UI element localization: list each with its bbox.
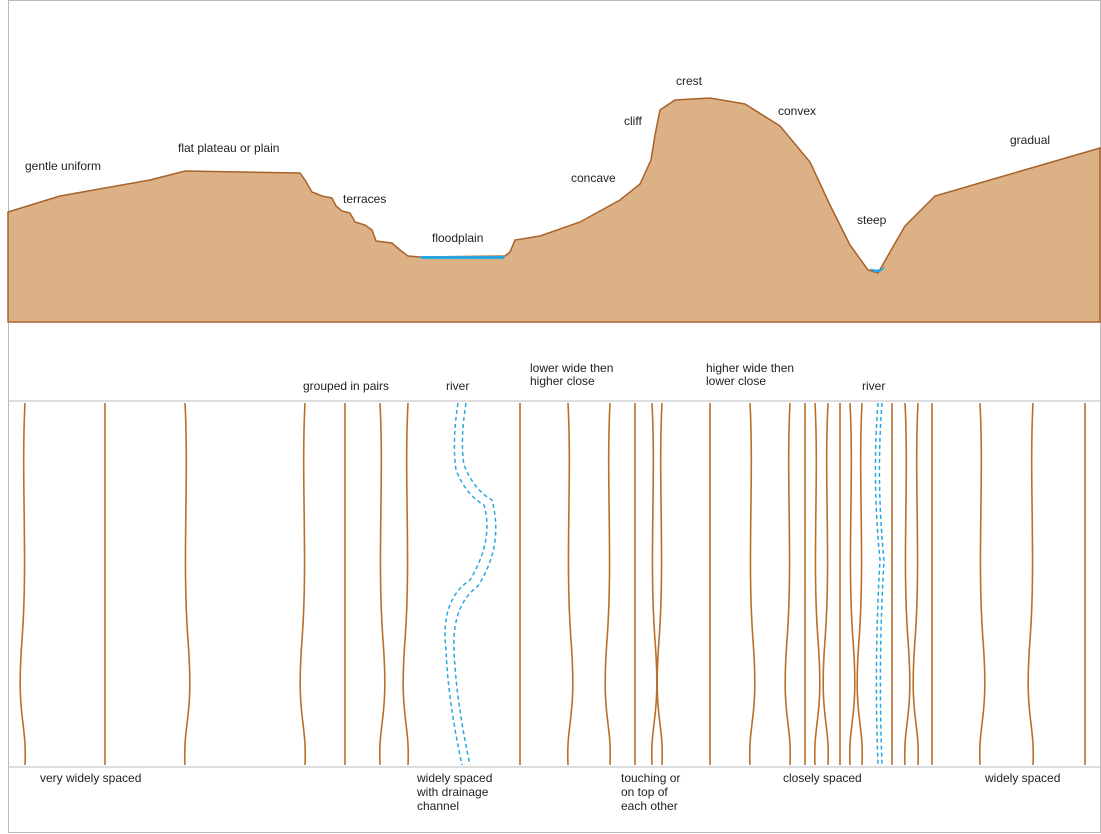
river-bank [444, 402, 488, 766]
contour-top-label-line: higher close [530, 374, 595, 388]
contour-bottom-label: closely spaced [783, 771, 862, 785]
contour-line [183, 402, 191, 766]
profile-label: crest [676, 74, 703, 88]
contour-top-label-line: lower close [706, 374, 766, 388]
profile-label: concave [571, 171, 616, 185]
contour-bottom-label-line: each other [621, 799, 678, 813]
contour-line [604, 402, 612, 766]
contour-bottom-label: touching or on top of each other [621, 771, 680, 813]
contour-bottom-label-line: channel [417, 799, 459, 813]
contour-line [299, 402, 307, 766]
profile-label: flat plateau or plain [178, 141, 279, 155]
contour-line [748, 402, 756, 766]
contour-top-label-line: grouped in pairs [303, 379, 389, 393]
contour-line [402, 402, 410, 766]
river-line [874, 402, 881, 766]
contour-line [656, 402, 664, 766]
contour-line [903, 402, 911, 766]
contour-bottom-label: widely spaced with drainage channel [416, 771, 492, 813]
contour-line [566, 402, 574, 766]
contour-bottom-label-line: with drainage [416, 785, 489, 799]
contour-top-label: river [446, 379, 469, 393]
contour-top-label: higher wide then lower close [706, 361, 794, 388]
contour-line [378, 402, 386, 766]
contour-line [1027, 402, 1035, 766]
contour-top-label: lower wide then higher close [530, 361, 613, 388]
profile-label: floodplain [432, 231, 483, 245]
terrain-profile [7, 97, 1101, 323]
contour-top-label-line: lower wide then [530, 361, 613, 375]
contour-top-label: river [862, 379, 885, 393]
profile-label: cliff [624, 114, 642, 128]
river-bank [453, 402, 497, 766]
valley-water [869, 266, 886, 273]
contour-bottom-label: very widely spaced [40, 771, 141, 785]
contour-bottom-label-line: on top of [621, 785, 668, 799]
profile-label: gradual [1010, 133, 1050, 147]
floodplain-water [420, 256, 505, 259]
profile-label: steep [857, 213, 887, 227]
contour-line [856, 402, 864, 766]
contour-line [650, 402, 658, 766]
contour-line [19, 402, 27, 766]
contour-line [978, 402, 986, 766]
profile-label: convex [778, 104, 816, 118]
contour-top-label-line: river [862, 379, 885, 393]
contour-top-label-line: higher wide then [706, 361, 794, 375]
profile-label: terraces [343, 192, 386, 206]
contour-bottom-label: widely spaced [984, 771, 1060, 785]
river-line [878, 402, 885, 766]
contour-line [813, 402, 821, 766]
contour-bottom-label-line: widely spaced [416, 771, 492, 785]
contour-bottom-label-line: widely spaced [984, 771, 1060, 785]
contour-top-label: grouped in pairs [303, 379, 389, 393]
contour-bottom-label-line: very widely spaced [40, 771, 141, 785]
contour-bottom-label-line: touching or [621, 771, 680, 785]
contour-line [912, 402, 920, 766]
contour-line [784, 402, 792, 766]
contour-line [848, 402, 856, 766]
contour-bottom-label-line: closely spaced [783, 771, 862, 785]
contour-line [822, 402, 830, 766]
profile-label: gentle uniform [25, 159, 101, 173]
contour-top-label-line: river [446, 379, 469, 393]
frame [8, 0, 1101, 833]
